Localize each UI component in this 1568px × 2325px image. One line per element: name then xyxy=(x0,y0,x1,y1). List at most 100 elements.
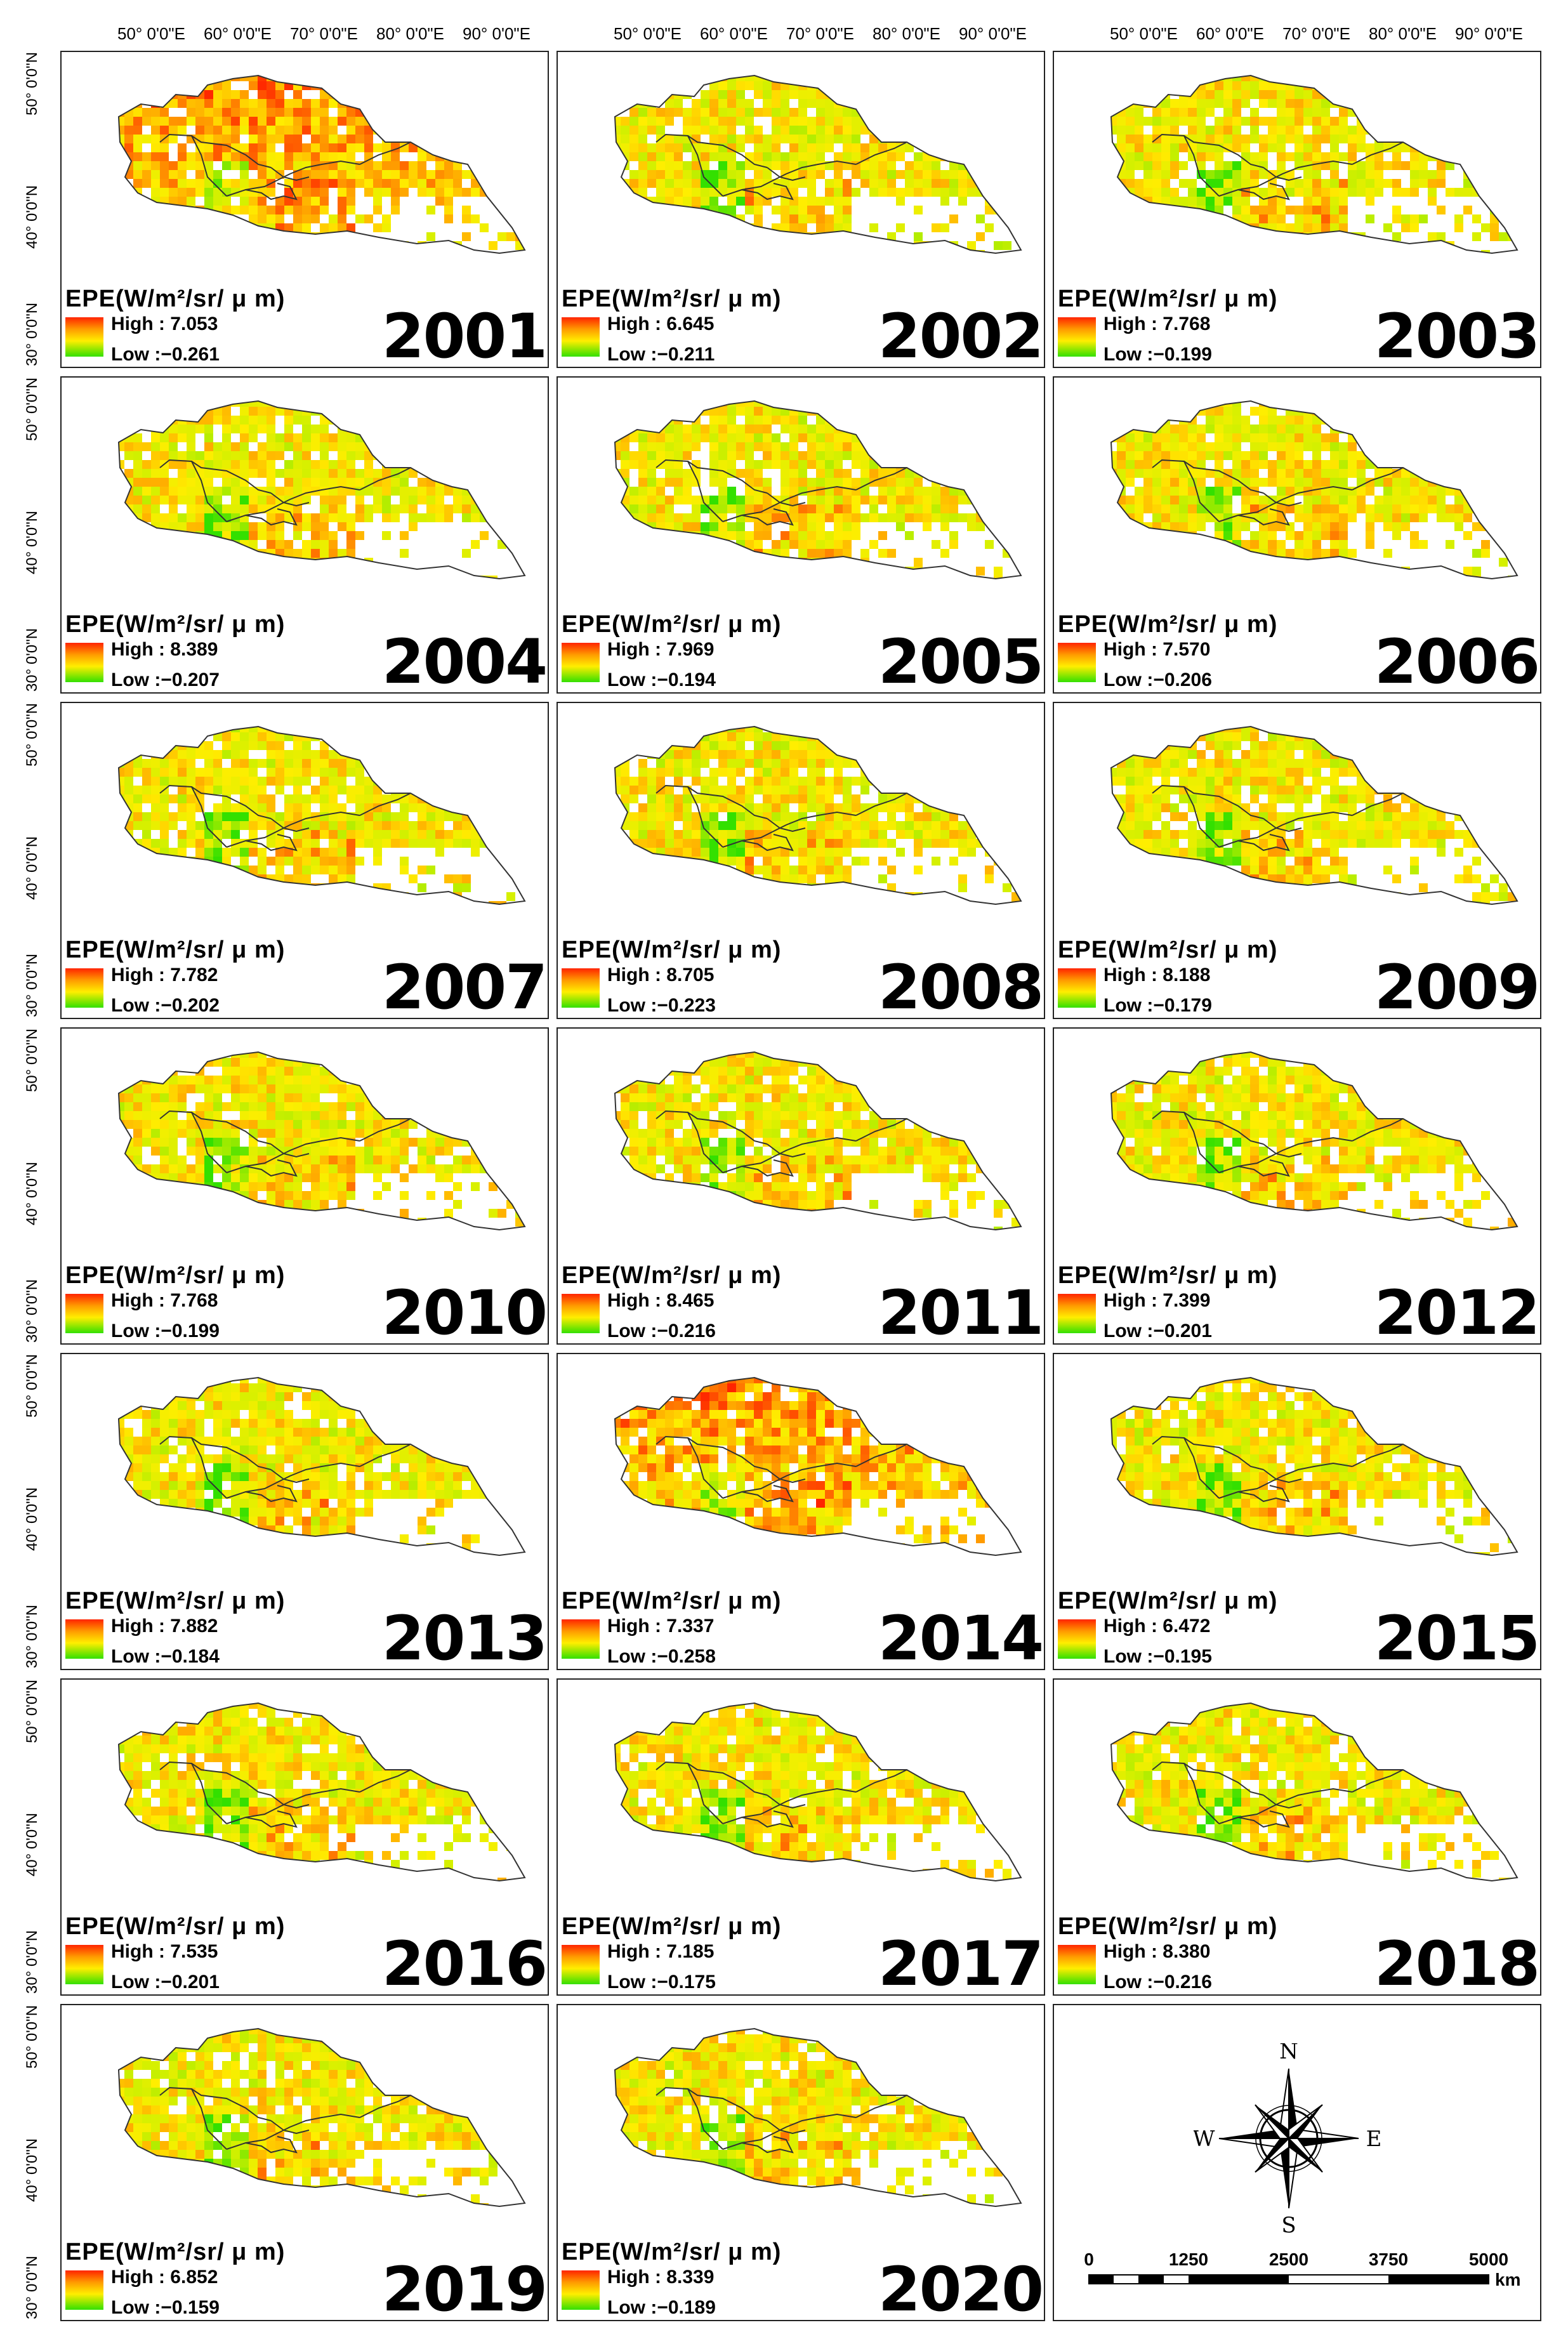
central-asia-map xyxy=(614,1376,1022,1557)
country-border xyxy=(656,459,723,522)
region-outline xyxy=(614,2027,1022,2208)
legend-title: EPE(W/m²/sr/ μ m) xyxy=(562,286,782,312)
legend-high-value: High : 8.705 xyxy=(607,965,715,985)
country-border xyxy=(656,784,723,848)
legend-title: EPE(W/m²/sr/ μ m) xyxy=(1058,937,1278,963)
epe-raster xyxy=(1111,727,1517,904)
epe-raster xyxy=(119,1703,525,1881)
region-outline xyxy=(1110,400,1519,580)
legend-high-value: High : 7.570 xyxy=(1104,639,1211,660)
legend-color-ramp xyxy=(562,317,600,357)
country-border xyxy=(1237,1159,1290,1177)
epe-raster xyxy=(1111,1703,1517,1881)
year-label: 2002 xyxy=(878,301,1044,372)
epe-raster xyxy=(119,76,525,253)
region-outline xyxy=(117,1376,526,1557)
lon-label: 80° 0'0"E xyxy=(873,24,940,43)
country-border xyxy=(722,2113,857,2150)
epe-raster xyxy=(615,76,1021,253)
country-border xyxy=(1352,142,1404,165)
country-border xyxy=(687,1112,768,1145)
country-border xyxy=(767,1469,806,1484)
legend-title: EPE(W/m²/sr/ μ m) xyxy=(65,1913,286,1940)
country-border xyxy=(159,1761,227,1824)
lat-label-50: 50° 0'0"N xyxy=(23,702,41,767)
legend-low-value: Low :−0.201 xyxy=(111,1972,220,1992)
country-border xyxy=(359,793,411,816)
country-border xyxy=(1263,167,1302,181)
legend-title: EPE(W/m²/sr/ μ m) xyxy=(65,937,286,963)
legend-color-ramp xyxy=(562,1945,600,1984)
country-border xyxy=(1152,784,1220,848)
country-border xyxy=(767,167,806,181)
scale-unit: km xyxy=(1495,2270,1520,2289)
scale-tick-label: 5000 xyxy=(1469,2249,1508,2269)
year-label: 2020 xyxy=(878,2254,1044,2325)
legend-color-ramp xyxy=(65,643,103,682)
country-border xyxy=(191,461,272,494)
legend-low-value: Low :−0.189 xyxy=(607,2297,716,2318)
country-border xyxy=(191,135,272,168)
country-border xyxy=(722,811,857,848)
country-border xyxy=(226,485,360,522)
country-border xyxy=(855,1444,907,1467)
map-panel-2015: EPE(W/m²/sr/ μ m) High : 6.472 Low :−0.1… xyxy=(1053,1353,1541,1670)
country-border xyxy=(191,1763,272,1796)
year-label: 2016 xyxy=(381,1928,548,1999)
compass-and-scale-panel: N S E W 0 1250 2500 3750 5000 km xyxy=(1053,2004,1541,2321)
legend-high-value: High : 7.882 xyxy=(111,1616,218,1637)
legend-color-ramp xyxy=(1058,1945,1096,1984)
country-border xyxy=(1218,811,1353,848)
year-label: 2019 xyxy=(381,2254,548,2325)
country-border xyxy=(270,818,310,833)
epe-raster xyxy=(119,1378,525,1555)
legend-title: EPE(W/m²/sr/ μ m) xyxy=(1058,286,1278,312)
legend-low-value: Low :−0.206 xyxy=(1104,669,1212,690)
country-border xyxy=(767,818,806,833)
central-asia-map xyxy=(614,1702,1022,1882)
country-border xyxy=(1237,834,1290,852)
country-border xyxy=(159,784,227,848)
scale-tick-label: 3750 xyxy=(1369,2249,1408,2269)
legend-color-ramp xyxy=(562,2270,600,2310)
country-border xyxy=(741,1159,794,1177)
country-border xyxy=(722,1462,857,1499)
country-border xyxy=(270,1469,310,1484)
region-outline xyxy=(614,1376,1022,1557)
central-asia-map xyxy=(1110,400,1519,580)
lon-label: 60° 0'0"E xyxy=(700,24,768,43)
country-border xyxy=(687,2088,768,2121)
country-border xyxy=(191,786,272,819)
lat-label-50: 50° 0'0"N xyxy=(23,2005,41,2069)
lat-label-50: 50° 0'0"N xyxy=(23,377,41,441)
lon-label-group: 50° 0'0"E 60° 0'0"E 70° 0'0"E 80° 0'0"E 90° … xyxy=(576,24,1064,49)
lon-label-group: 50° 0'0"E 60° 0'0"E 70° 0'0"E 80° 0'0"E 90° … xyxy=(1072,24,1560,49)
country-border xyxy=(1183,1437,1264,1470)
year-label: 2001 xyxy=(381,301,548,372)
country-border xyxy=(741,183,794,201)
legend-low-value: Low :−0.199 xyxy=(111,1321,220,1341)
lon-label: 70° 0'0"E xyxy=(1282,24,1350,43)
country-border xyxy=(1218,1136,1353,1173)
country-border xyxy=(855,467,907,491)
legend-high-value: High : 8.380 xyxy=(1104,1941,1211,1962)
map-panel-2018: EPE(W/m²/sr/ μ m) High : 8.380 Low :−0.2… xyxy=(1053,1678,1541,1996)
lat-label-30: 30° 0'0"N xyxy=(23,628,41,692)
country-border xyxy=(656,133,723,197)
epe-raster xyxy=(1111,401,1517,579)
lon-label: 60° 0'0"E xyxy=(204,24,272,43)
epe-raster xyxy=(119,727,525,904)
country-border xyxy=(722,160,857,197)
latitude-axis: 50° 0'0"N 40° 0'0"N 30° 0'0"N xyxy=(23,1680,58,1997)
legend-color-ramp xyxy=(1058,643,1096,682)
map-panel-2009: EPE(W/m²/sr/ μ m) High : 8.188 Low :−0.1… xyxy=(1053,702,1541,1019)
legend-low-value: Low :−0.194 xyxy=(607,669,716,690)
country-border xyxy=(687,1437,768,1470)
country-border xyxy=(159,133,227,197)
legend-color-ramp xyxy=(562,968,600,1008)
lon-label: 50° 0'0"E xyxy=(117,24,185,43)
country-border xyxy=(159,459,227,522)
country-border xyxy=(359,142,411,165)
lat-label-40: 40° 0'0"N xyxy=(23,836,41,900)
region-outline xyxy=(117,1702,526,1882)
